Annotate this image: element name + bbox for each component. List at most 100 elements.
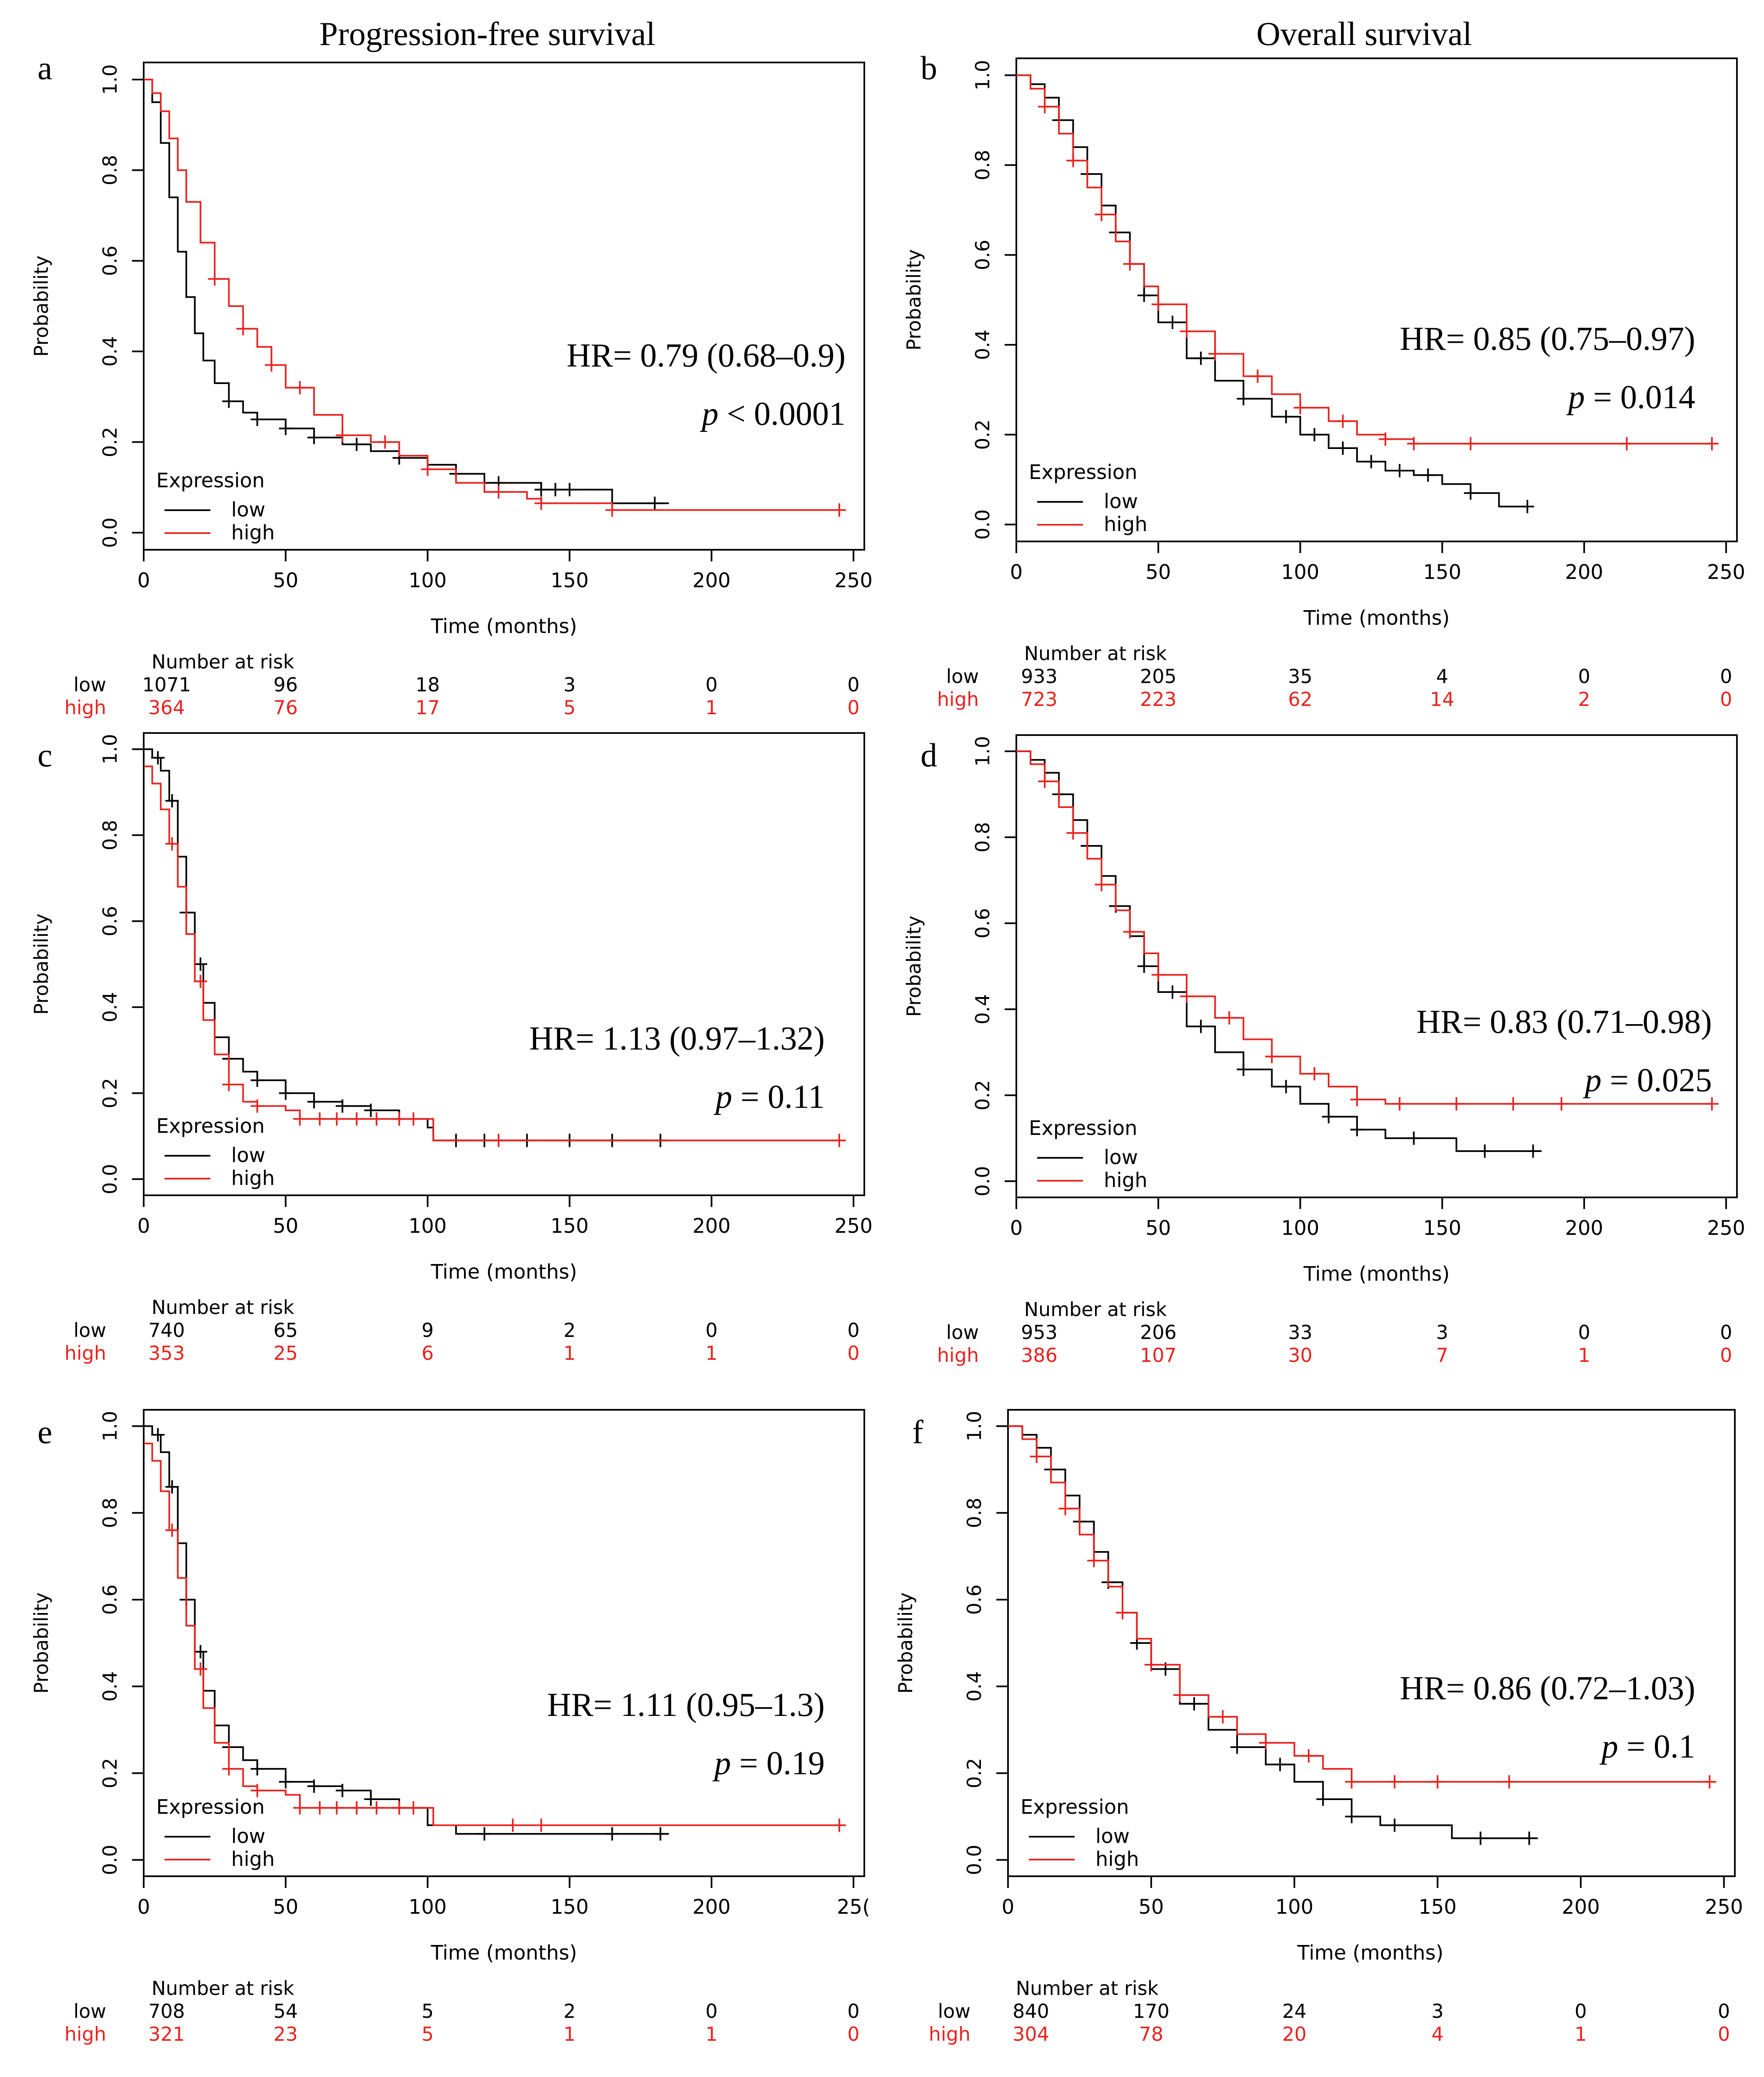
y-tick-label: 0.0 — [971, 509, 994, 540]
risk-count-high: 0 — [847, 1342, 859, 1364]
x-tick-label: 150 — [551, 1895, 589, 1919]
legend-title: Expression — [1029, 461, 1138, 484]
censor-mark-low — [1279, 1080, 1293, 1094]
risk-count-high: 0 — [1720, 688, 1732, 711]
censor-mark-high — [832, 1818, 846, 1832]
x-tick-label: 150 — [551, 569, 589, 592]
y-tick-label: 0.0 — [99, 1845, 121, 1875]
y-tick-label: 0.2 — [99, 1758, 121, 1788]
y-tick-label: 1.0 — [971, 60, 994, 90]
hazard-ratio-text: HR= 0.83 (0.71–0.98) — [1416, 1004, 1712, 1040]
risk-table-title: Number at risk — [152, 651, 294, 673]
p-value: < 0.0001 — [719, 396, 846, 432]
survival-curve-low — [144, 78, 669, 504]
risk-row-label-low: low — [946, 665, 979, 688]
x-tick-label: 100 — [1281, 1217, 1320, 1240]
plot-frame — [1015, 734, 1738, 1198]
censor-mark-high — [330, 1801, 344, 1815]
censor-mark-high — [1066, 826, 1080, 840]
hazard-ratio-text: HR= 1.13 (0.97–1.32) — [529, 1020, 825, 1057]
y-tick-label: 0.6 — [99, 906, 121, 936]
panel-letter: e — [37, 1414, 52, 1451]
risk-count-high: 353 — [148, 1342, 185, 1364]
x-axis-label: Time (months) — [1303, 1262, 1450, 1286]
y-tick-label: 0.2 — [963, 1758, 986, 1788]
censor-mark-low — [1365, 455, 1378, 469]
x-tick-label: 100 — [409, 1895, 447, 1919]
risk-count-low: 24 — [1282, 2000, 1307, 2022]
legend-label-high: high — [1104, 513, 1148, 536]
x-tick-label: 200 — [692, 1214, 731, 1238]
censor-mark-high — [1038, 775, 1052, 788]
y-tick-label: 0.0 — [99, 1164, 121, 1194]
y-tick-label: 0.8 — [99, 820, 121, 850]
p-value-text: p = 0.11 — [714, 1079, 825, 1115]
risk-count-low: 0 — [1720, 665, 1732, 688]
risk-count-high: 2 — [1578, 688, 1590, 711]
censor-mark-high — [350, 1112, 364, 1126]
censor-mark-high — [369, 1801, 383, 1815]
censor-mark-high — [1506, 1097, 1520, 1111]
risk-count-high: 14 — [1430, 688, 1455, 711]
censor-mark-high — [293, 1801, 307, 1815]
censor-mark-high — [407, 1801, 420, 1815]
censor-mark-low — [1474, 1831, 1487, 1845]
risk-row-label-high: high — [65, 696, 106, 719]
risk-row-label-low: low — [73, 2000, 106, 2022]
legend-label-low: low — [231, 1144, 265, 1167]
risk-count-high: 1 — [706, 1342, 718, 1364]
risk-count-low: 65 — [274, 1319, 298, 1341]
censor-mark-low — [151, 751, 165, 765]
risk-count-high: 723 — [1021, 688, 1058, 711]
censor-mark-high — [1208, 347, 1222, 361]
censor-mark-high — [1058, 1502, 1072, 1516]
risk-count-low: 33 — [1288, 1321, 1312, 1344]
x-tick-label: 100 — [409, 1214, 447, 1238]
risk-count-high: 304 — [1013, 2023, 1049, 2045]
censor-mark-high — [1431, 1775, 1445, 1789]
y-tick-label: 0.8 — [971, 150, 994, 180]
risk-count-high: 20 — [1282, 2023, 1307, 2045]
risk-count-high: 4 — [1432, 2023, 1444, 2045]
x-tick-label: 50 — [1138, 1895, 1164, 1919]
x-tick-label: 50 — [273, 1895, 298, 1919]
censor-mark-high — [236, 322, 250, 336]
risk-count-high: 6 — [422, 1342, 434, 1364]
censor-mark-high — [1293, 401, 1307, 414]
y-axis-label: Probability — [30, 1592, 52, 1693]
legend-label-low: low — [1095, 1825, 1130, 1848]
risk-count-low: 1071 — [142, 673, 191, 696]
risk-count-high: 1 — [1574, 2023, 1587, 2045]
censor-mark-high — [165, 837, 179, 850]
plot-frame — [143, 732, 865, 1196]
legend-label-high: high — [231, 1167, 275, 1190]
censor-mark-high — [492, 485, 506, 499]
censor-mark-high — [1388, 1775, 1402, 1789]
censor-mark-high — [1259, 1736, 1272, 1750]
legend-label-high: high — [231, 521, 275, 544]
x-tick-label: 0 — [1010, 561, 1023, 584]
risk-count-high: 5 — [564, 696, 576, 719]
survival-curve-low — [144, 748, 669, 1142]
risk-count-high: 25 — [274, 1342, 298, 1364]
risk-row-label-low: low — [938, 2000, 971, 2022]
censor-mark-low — [1478, 1144, 1492, 1158]
censor-mark-high — [194, 1662, 207, 1676]
risk-row-label-high: high — [65, 2023, 106, 2045]
p-value: = 0.025 — [1602, 1062, 1712, 1099]
risk-count-high: 78 — [1139, 2023, 1163, 2045]
censor-mark-high — [1464, 437, 1477, 451]
y-tick-label: 1.0 — [963, 1411, 986, 1441]
censor-mark-low — [1316, 1792, 1330, 1806]
survival-curve-high — [1008, 1425, 1710, 1783]
censor-mark-low — [194, 1645, 207, 1658]
censor-mark-low — [1393, 464, 1407, 477]
censor-mark-high — [1703, 1775, 1717, 1789]
y-tick-label: 0.6 — [971, 240, 994, 270]
censor-mark-high — [1302, 1749, 1315, 1763]
x-tick-label: 250 — [1707, 561, 1745, 584]
risk-row-label-high: high — [937, 688, 979, 711]
x-tick-label: 200 — [1565, 561, 1603, 584]
risk-table-title: Number at risk — [1024, 1298, 1167, 1321]
